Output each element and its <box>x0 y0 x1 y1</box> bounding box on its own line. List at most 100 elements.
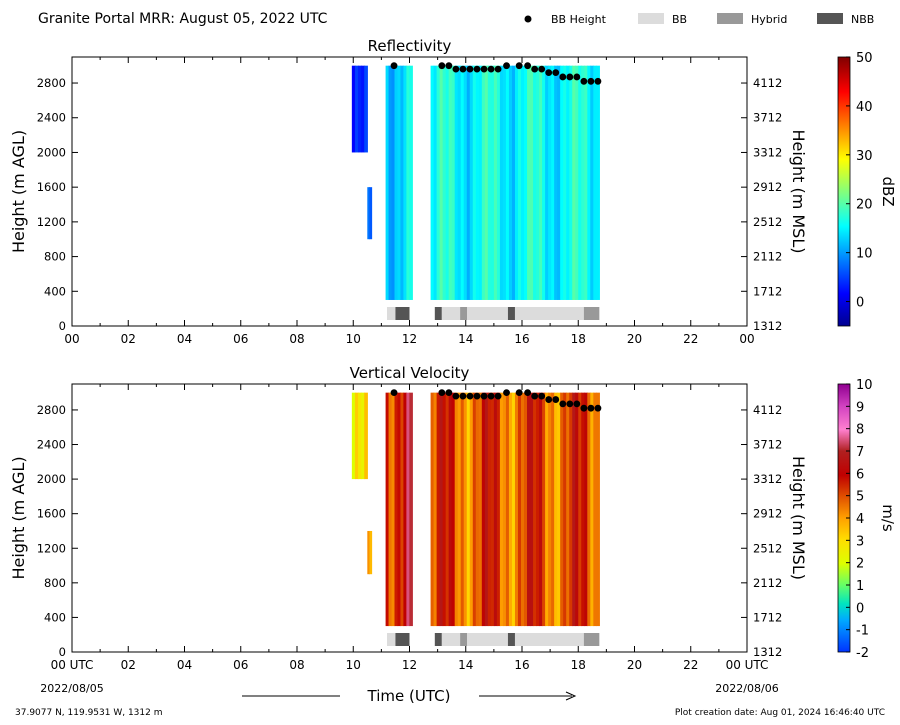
echo-column <box>439 392 444 627</box>
y-tick-label-right: 1312 <box>753 645 782 659</box>
bb-type-segment <box>514 307 584 320</box>
y-tick-label-right: 2512 <box>753 541 782 555</box>
x-tick-label: 14 <box>458 658 473 672</box>
echo-column <box>361 392 365 480</box>
start-date: 2022/08/05 <box>40 682 103 695</box>
echo-column <box>451 65 456 300</box>
y-tick-label: 2400 <box>37 111 66 125</box>
colorbar-tick-label: 40 <box>856 100 873 115</box>
y-axis-label-right: Height (m MSL) <box>789 129 808 253</box>
x-tick-label: 08 <box>289 332 304 346</box>
echo-column <box>369 530 373 575</box>
echo-column <box>542 65 546 300</box>
echo-column <box>457 392 462 627</box>
echo-column <box>478 65 483 300</box>
bb-height-point <box>459 65 467 73</box>
echo-column <box>593 392 597 627</box>
y-tick-label-right: 4112 <box>753 403 782 417</box>
echo-column <box>530 392 534 627</box>
echo-column <box>358 65 362 153</box>
y-tick-label-right: 4112 <box>753 76 782 90</box>
bb-height-point <box>587 404 595 412</box>
y-tick-label-right: 2512 <box>753 215 782 229</box>
echo-column <box>551 65 555 300</box>
bb-height-point <box>390 389 398 397</box>
colorbar-tick-label: 7 <box>856 445 864 460</box>
echo-column <box>590 392 594 627</box>
y-tick-label-right: 2112 <box>753 250 782 264</box>
echo-column <box>394 65 399 300</box>
echo-region <box>367 530 373 575</box>
bb-height-point <box>445 62 453 70</box>
bb-height-point <box>503 62 510 70</box>
colorbar-tick-label: 4 <box>856 512 864 527</box>
echo-column <box>400 65 405 300</box>
bb-height-point <box>559 73 567 81</box>
echo-column <box>587 65 591 300</box>
echo-column <box>566 392 570 627</box>
echo-column <box>527 392 531 627</box>
echo-column <box>569 65 573 300</box>
echo-column <box>572 65 576 300</box>
legend-swatch-bb <box>638 13 664 24</box>
y-tick-label-right: 2912 <box>753 180 782 194</box>
echo-column <box>563 65 567 300</box>
echo-column <box>584 65 588 300</box>
bb-height-point <box>487 392 495 400</box>
legend-swatch-nbb <box>817 13 843 24</box>
x-tick-label: 10 <box>346 332 361 346</box>
x-tick-label: 22 <box>683 332 698 346</box>
echo-column <box>351 65 356 153</box>
bb-height-point <box>473 65 481 73</box>
echo-column <box>475 392 480 627</box>
bb-height-point <box>566 73 574 81</box>
legend-swatch-hybrid <box>717 13 743 24</box>
echo-column <box>406 65 410 300</box>
echo-column <box>539 65 543 300</box>
x-tick-label: 12 <box>402 658 417 672</box>
y-tick-label: 2800 <box>37 76 66 90</box>
x-tick-label: 10 <box>346 658 361 672</box>
bb-height-point <box>452 65 460 73</box>
echo-column <box>406 392 410 627</box>
echo-column <box>361 65 365 153</box>
x-tick-label: 06 <box>233 332 248 346</box>
y-tick-label: 800 <box>44 250 66 264</box>
echo-column <box>496 65 501 300</box>
echo-column <box>460 392 465 627</box>
echo-column <box>484 392 489 627</box>
bb-type-segment <box>441 633 461 646</box>
echo-column <box>490 392 495 627</box>
colorbar-tick-label: 20 <box>856 198 873 213</box>
echo-column <box>569 392 573 627</box>
bb-height-point <box>545 69 553 77</box>
echo-column <box>508 65 513 300</box>
colorbar-tick-label: 10 <box>856 378 873 393</box>
echo-column <box>548 65 552 300</box>
bb-height-point <box>545 396 553 403</box>
bb-height-point <box>566 400 574 408</box>
colorbar-label: m/s <box>879 504 897 532</box>
bb-height-point <box>494 65 502 73</box>
echo-column <box>493 65 498 300</box>
echo-column <box>584 392 588 627</box>
echo-column <box>581 65 585 300</box>
echo-column <box>364 392 368 480</box>
echo-column <box>469 392 474 627</box>
panel-title: Reflectivity <box>368 37 452 55</box>
echo-column <box>460 65 465 300</box>
echo-column <box>400 392 405 627</box>
y-tick-label: 2400 <box>37 438 66 452</box>
echo-column <box>391 65 396 300</box>
colorbar-label: dBZ <box>879 176 897 206</box>
figure-title: Granite Portal MRR: August 05, 2022 UTC <box>38 11 328 27</box>
echo-column <box>466 392 471 627</box>
echo-column <box>563 392 567 627</box>
echo-column <box>354 392 359 480</box>
echo-column <box>596 65 600 300</box>
echo-column <box>554 392 558 627</box>
bb-type-segment <box>441 307 461 320</box>
y-tick-label: 1600 <box>37 180 66 194</box>
x-tick-label: 00 <box>739 332 754 346</box>
x-tick-label: 16 <box>514 658 529 672</box>
